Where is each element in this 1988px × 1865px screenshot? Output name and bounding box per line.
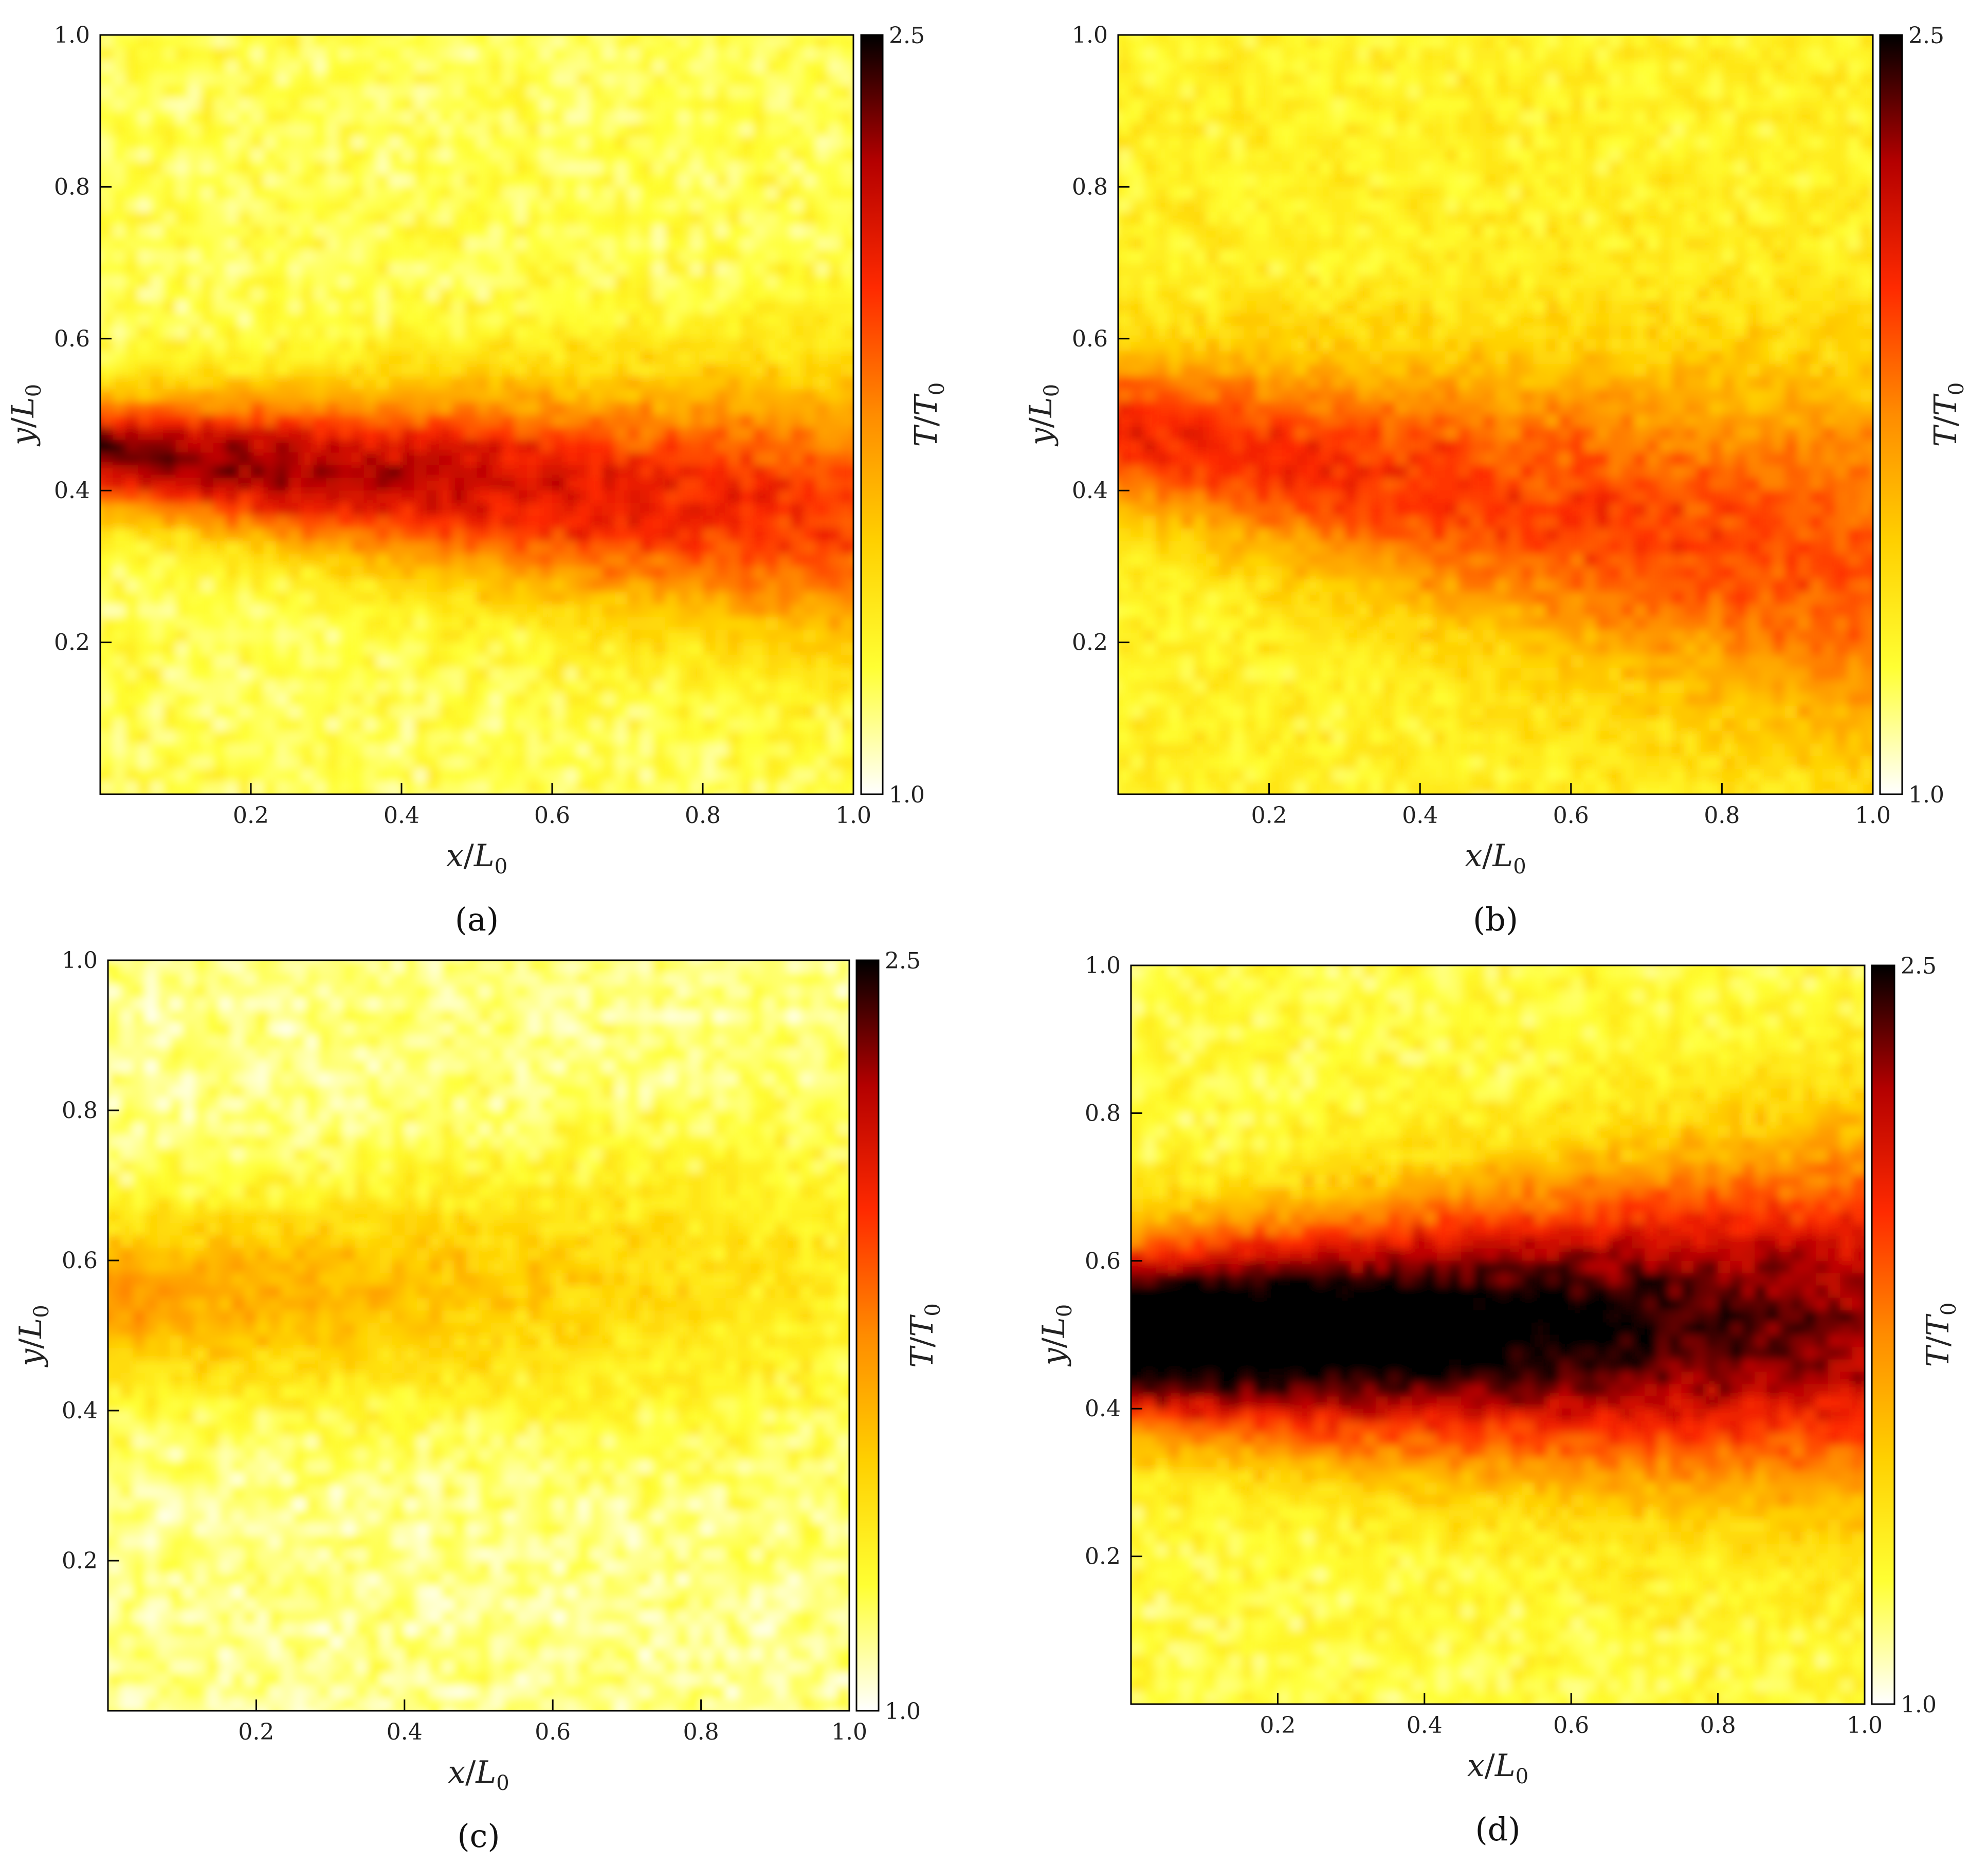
colorbar-label: T/T0 (904, 1303, 945, 1368)
panel-label: (a) (455, 901, 499, 938)
x-tick-label: 0.8 (1704, 802, 1740, 829)
x-axis-label: x/L0 (1465, 838, 1526, 879)
x-tick-label: 0.2 (233, 802, 269, 829)
x-tick-label: 0.6 (1553, 802, 1589, 829)
x-tick-label: 0.8 (685, 802, 721, 829)
y-tick-label: 0.4 (1085, 1396, 1121, 1422)
heatmap-field (100, 35, 853, 794)
y-tick-label: 0.6 (1072, 326, 1108, 352)
x-tick-label: 1.0 (835, 802, 871, 829)
y-tick-label: 0.4 (62, 1398, 98, 1424)
y-tick-label: 1.0 (62, 947, 98, 974)
x-tick-label: 0.6 (1553, 1712, 1589, 1739)
x-tick-label: 1.0 (1847, 1712, 1883, 1739)
plot-frame (1117, 34, 1874, 795)
colorbar (1871, 964, 1895, 1705)
x-tick-label: 0.4 (1402, 802, 1438, 829)
panel-b: 0.2 0.4 0.6 0.8 1.0 0.2 0.4 0.6 0.8 1.0 x/L0 y/L0 2.… (1023, 22, 1968, 938)
x-axis-label: x/L0 (446, 838, 507, 879)
colorbar-label: T/T0 (1928, 382, 1968, 447)
colorbar-label: T/T0 (1920, 1303, 1961, 1367)
heatmap-field (1118, 35, 1873, 794)
y-tick-label: 0.2 (1085, 1544, 1121, 1570)
panel-label: (c) (457, 1817, 500, 1855)
x-tick-label: 1.0 (831, 1719, 867, 1745)
colorbar (855, 959, 880, 1712)
colorbar-min-label: 1.0 (1901, 1692, 1937, 1718)
panel-a: 0.2 0.4 0.6 0.8 1.0 0.2 0.4 0.6 0.8 1.0 x/L0 y/L0 2.… (5, 22, 949, 938)
x-tick-label: 0.2 (238, 1719, 274, 1745)
x-tick-label: 0.6 (535, 1719, 571, 1745)
x-axis-label: x/L0 (1467, 1748, 1528, 1788)
colorbar-label: T/T0 (908, 382, 949, 447)
y-axis-label: y/L0 (5, 384, 46, 447)
x-axis-label: x/L0 (448, 1754, 509, 1795)
colorbar-max-label: 2.5 (1901, 953, 1937, 979)
y-axis-label: y/L0 (13, 1305, 53, 1367)
heatmap-field (1131, 965, 1865, 1704)
x-tick-label: 0.2 (1251, 802, 1287, 829)
y-tick-label: 0.8 (54, 174, 90, 200)
y-tick-label: 0.2 (62, 1548, 98, 1574)
x-tick-label: 0.8 (1700, 1712, 1736, 1739)
y-tick-label: 1.0 (1072, 22, 1108, 48)
plot-frame (99, 34, 854, 795)
x-tick-label: 1.0 (1855, 802, 1891, 829)
y-tick-label: 0.8 (1072, 174, 1108, 200)
y-tick-label: 1.0 (54, 22, 90, 48)
x-tick-label: 0.4 (1407, 1712, 1443, 1739)
y-axis-label: y/L0 (1036, 1304, 1077, 1367)
x-tick-label: 0.4 (387, 1719, 423, 1745)
colorbar (1879, 34, 1903, 795)
y-tick-label: 1.0 (1085, 953, 1121, 979)
y-tick-label: 0.2 (54, 630, 90, 656)
plot-frame (1130, 964, 1866, 1705)
y-tick-label: 0.8 (62, 1098, 98, 1124)
y-tick-label: 0.2 (1072, 630, 1108, 656)
colorbar-min-label: 1.0 (889, 782, 925, 808)
heatmap-field (108, 960, 849, 1711)
colorbar-max-label: 2.5 (889, 23, 925, 49)
y-tick-label: 0.8 (1085, 1100, 1121, 1126)
y-tick-label: 0.4 (54, 478, 90, 504)
panel-d: 0.2 0.4 0.6 0.8 1.0 0.2 0.4 0.6 0.8 1.0 x/L0 y/L0 2.… (1036, 953, 1961, 1848)
colorbar-max-label: 2.5 (1908, 23, 1944, 49)
plot-frame (107, 959, 850, 1712)
x-tick-label: 0.4 (384, 802, 420, 829)
x-tick-label: 0.2 (1260, 1712, 1296, 1739)
x-tick-label: 0.6 (534, 802, 570, 829)
colorbar-max-label: 2.5 (885, 948, 921, 974)
y-tick-label: 0.6 (1085, 1248, 1121, 1274)
y-tick-label: 0.6 (62, 1248, 98, 1274)
colorbar-min-label: 1.0 (885, 1698, 921, 1725)
x-tick-label: 0.8 (683, 1719, 719, 1745)
panel-c: 0.2 0.4 0.6 0.8 1.0 0.2 0.4 0.6 0.8 1.0 x/L0 y/L0 2.… (13, 947, 945, 1855)
colorbar (860, 34, 884, 795)
panel-label: (b) (1473, 901, 1518, 938)
y-axis-label: y/L0 (1023, 384, 1064, 447)
y-tick-label: 0.6 (54, 326, 90, 352)
colorbar-min-label: 1.0 (1908, 782, 1944, 808)
y-tick-label: 0.4 (1072, 478, 1108, 504)
panel-label: (d) (1475, 1811, 1520, 1848)
